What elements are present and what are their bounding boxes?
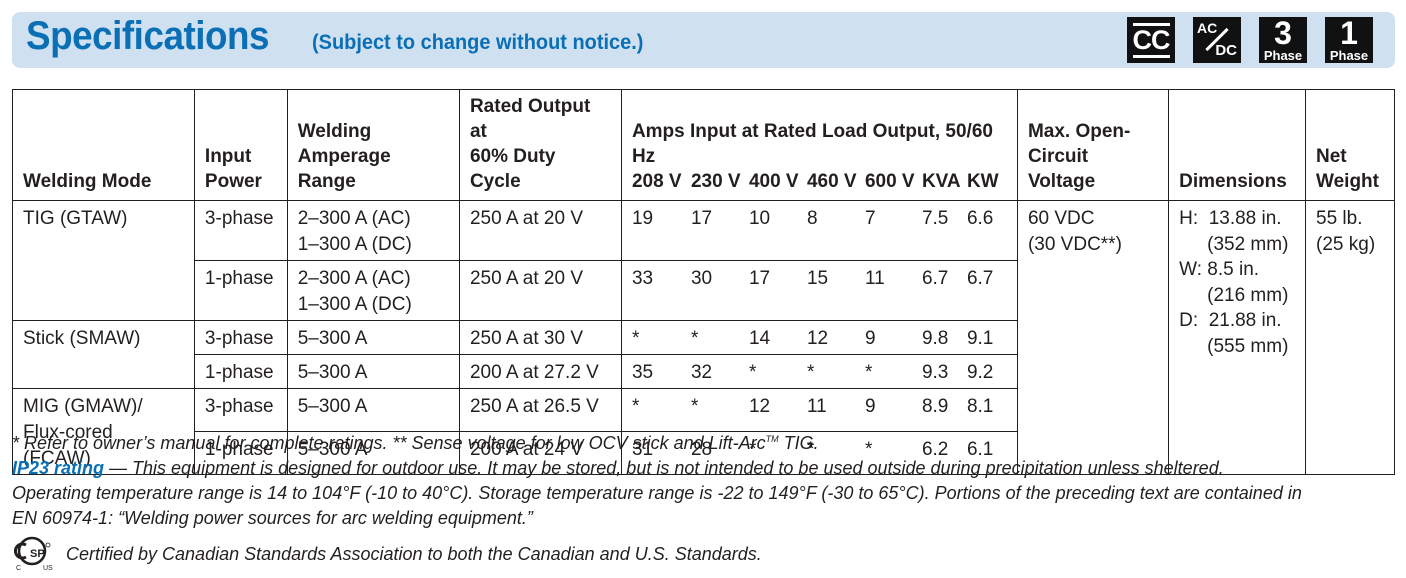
volt-col-600: 600 V: [864, 171, 915, 192]
table-row: 1-phase 2–300 A (AC) 1–300 A (DC) 250 A a…: [13, 260, 1395, 321]
standard-note: EN 60974-1: “Welding power sources for a…: [12, 508, 533, 528]
ip23-note: IP23 rating — This equipment is designed…: [12, 458, 1224, 478]
csa-text: Certified by Canadian Standards Associat…: [66, 543, 762, 564]
mode-tig: TIG (GTAW): [12, 200, 195, 321]
volt-col-230: 230 V: [690, 171, 741, 192]
volt-col-208: 208 V: [631, 171, 682, 192]
mode-mig: MIG (GMAW)/Flux-cored (FCAW): [12, 388, 195, 475]
page-subtitle: (Subject to change without notice.): [312, 31, 644, 54]
csa-certification: SP C US Certified by Canadian Standards …: [13, 536, 762, 572]
page-title: Specifications: [26, 14, 270, 58]
svg-text:SP: SP: [30, 548, 45, 560]
cc-badge-icon: CC: [1127, 17, 1175, 63]
mode-stick: Stick (SMAW): [12, 320, 195, 389]
table-row: TIG (GTAW) 3-phase 2–300 A (AC) 1–300 A (…: [12, 200, 1395, 475]
single-phase-badge-icon: 1 Phase: [1325, 17, 1373, 63]
header-amps-input: Amps Input at Rated Load Output, 50/60 H…: [620, 89, 1018, 201]
header-ocv: Max. Open- Circuit Voltage: [1016, 89, 1170, 201]
col-kva: KVA: [921, 171, 961, 192]
header-rated-output: Rated Output at 60% Duty Cycle: [458, 89, 622, 201]
header-amperage-range: Welding Amperage Range: [286, 89, 460, 201]
ocv-cell: 60 VDC (30 VDC**): [1016, 200, 1170, 475]
specifications-table: Welding Mode Input Power Welding Amperage …: [12, 89, 1395, 475]
volt-col-400: 400 V: [748, 171, 799, 192]
header-welding-mode: Welding Mode: [12, 89, 195, 201]
specifications-header: Specifications (Subject to change withou…: [12, 12, 1395, 68]
col-kw: KW: [966, 171, 999, 192]
header-net-weight: Net Weight: [1305, 89, 1395, 201]
ac-dc-badge-icon: AC DC: [1193, 17, 1241, 63]
table-row: MIG (GMAW)/Flux-cored (FCAW) 3-phase 5–3…: [12, 388, 1395, 475]
ratings-note: * Refer to owner’s manual for complete r…: [12, 433, 819, 453]
header-dimensions: Dimensions: [1168, 89, 1307, 201]
header-input-power: Input Power: [193, 89, 288, 201]
csa-logo-icon: SP C US: [13, 536, 62, 572]
table-header-row: Welding Mode Input Power Welding Amperage …: [12, 89, 1395, 201]
temperature-note: Operating temperature range is 14 to 104…: [12, 483, 1302, 503]
dimensions-cell: H: 13.88 in. (352 mm) W: 8.5 in. (216 mm…: [1168, 200, 1307, 475]
table-row: Stick (SMAW) 3-phase 5–300 A 250 A at 30…: [12, 320, 1395, 389]
three-phase-badge-icon: 3 Phase: [1259, 17, 1307, 63]
weight-cell: 55 lb. (25 kg): [1305, 200, 1395, 475]
feature-badges: CC AC DC 3 Phase 1 Phase: [1127, 17, 1373, 63]
footnotes: * Refer to owner’s manual for complete r…: [12, 427, 1402, 531]
svg-text:US: US: [43, 565, 53, 572]
table-row: 1-phase 5–300 A 200 A at 24 V 31 28 * * * 6.2…: [13, 431, 1395, 475]
volt-col-460: 460 V: [806, 171, 857, 192]
ip23-rating-label: IP23 rating: [12, 458, 105, 478]
svg-text:C: C: [16, 565, 21, 572]
